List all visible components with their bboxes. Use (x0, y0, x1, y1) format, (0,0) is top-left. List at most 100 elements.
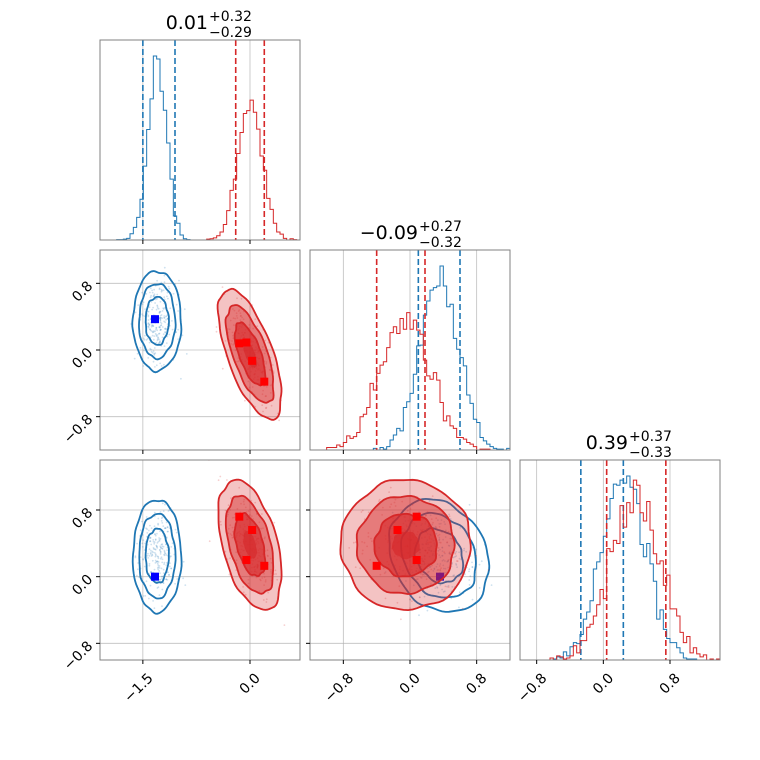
sample-point (265, 395, 267, 397)
sample-point (159, 316, 162, 319)
sample-point (461, 607, 464, 610)
sample-point (147, 315, 150, 318)
sample-point (238, 309, 241, 311)
sample-point (366, 545, 368, 548)
sample-point (231, 536, 234, 539)
sample-point (227, 527, 230, 530)
sample-point (232, 317, 235, 319)
contour-series-0 (138, 512, 177, 600)
sample-point (152, 331, 155, 333)
sample-point (147, 322, 150, 324)
sample-point (158, 310, 161, 313)
sample-point (161, 336, 164, 339)
contour-series-0 (144, 296, 170, 346)
sample-point (159, 362, 162, 365)
title-upper: +0.27 (419, 219, 462, 235)
sample-point (420, 577, 423, 579)
sample-point (158, 287, 161, 290)
sample-point (391, 511, 394, 514)
sample-point (158, 570, 161, 572)
sample-point (149, 328, 152, 331)
sample-point (438, 526, 441, 528)
sample-point (219, 475, 222, 478)
sample-point (430, 568, 433, 571)
sample-point (154, 538, 157, 541)
sample-point (265, 601, 268, 603)
sample-point (163, 363, 165, 366)
sample-point (155, 328, 157, 331)
sample-point (229, 557, 232, 560)
sample-point (264, 339, 267, 342)
histogram-series-1 (100, 99, 300, 240)
sample-point (409, 599, 412, 601)
sample-point (247, 582, 250, 585)
sample-point (159, 310, 162, 313)
sample-point (441, 554, 443, 557)
sample-point (159, 340, 161, 343)
sample-point (361, 552, 364, 555)
sample-point (141, 303, 144, 306)
sample-point (267, 341, 270, 344)
sample-point (389, 506, 391, 508)
sample-point (154, 332, 157, 335)
sample-point (155, 308, 158, 311)
sample-point (458, 557, 461, 560)
sample-point (137, 562, 140, 564)
sample-point (439, 522, 442, 525)
sample-point (240, 502, 242, 505)
contour-series-0 (144, 527, 170, 584)
sample-point (163, 550, 166, 553)
sample-point (389, 486, 392, 489)
sample-point (166, 530, 169, 533)
sample-point (359, 567, 362, 570)
sample-point (447, 530, 450, 533)
sample-point (146, 554, 149, 557)
sample-point (242, 586, 245, 588)
sample-point (438, 523, 441, 525)
sample-point (153, 511, 156, 514)
sample-point (145, 527, 148, 530)
sample-point (165, 521, 168, 524)
sample-point (160, 281, 163, 284)
sample-point (159, 553, 162, 555)
sample-point (163, 320, 166, 323)
sample-point (171, 328, 174, 331)
histogram-series-0 (520, 475, 720, 660)
sample-point (160, 567, 163, 570)
sample-point (232, 343, 235, 346)
sample-point (236, 297, 238, 300)
sample-point (147, 357, 150, 359)
sample-point (478, 587, 481, 589)
sample-point (239, 315, 242, 317)
sample-point (156, 587, 159, 589)
sample-point (439, 569, 442, 572)
sample-point (254, 501, 257, 504)
sample-point (425, 514, 428, 517)
y-tick-label: −0.8 (61, 412, 96, 447)
marker-point (372, 561, 381, 570)
sample-point (447, 560, 449, 563)
sample-point (160, 365, 163, 367)
sample-point (156, 334, 159, 336)
sample-point (448, 552, 451, 555)
sample-point (238, 360, 240, 363)
sample-point (265, 386, 268, 388)
sample-point (439, 568, 442, 571)
sample-point (143, 565, 146, 568)
sample-point (142, 365, 145, 367)
sample-point (261, 513, 263, 515)
sample-point (148, 564, 151, 567)
sample-point (154, 352, 157, 355)
sample-point (150, 329, 152, 332)
marker-point (393, 526, 402, 534)
sample-point (435, 527, 438, 530)
sample-point (271, 364, 274, 366)
sample-point (383, 572, 386, 575)
sample-point (480, 560, 483, 563)
sample-point (384, 597, 387, 600)
sample-point (265, 361, 268, 363)
title-lower: −0.33 (629, 445, 672, 461)
sample-point (152, 350, 155, 352)
sample-point (440, 519, 443, 521)
sample-point (145, 339, 148, 341)
